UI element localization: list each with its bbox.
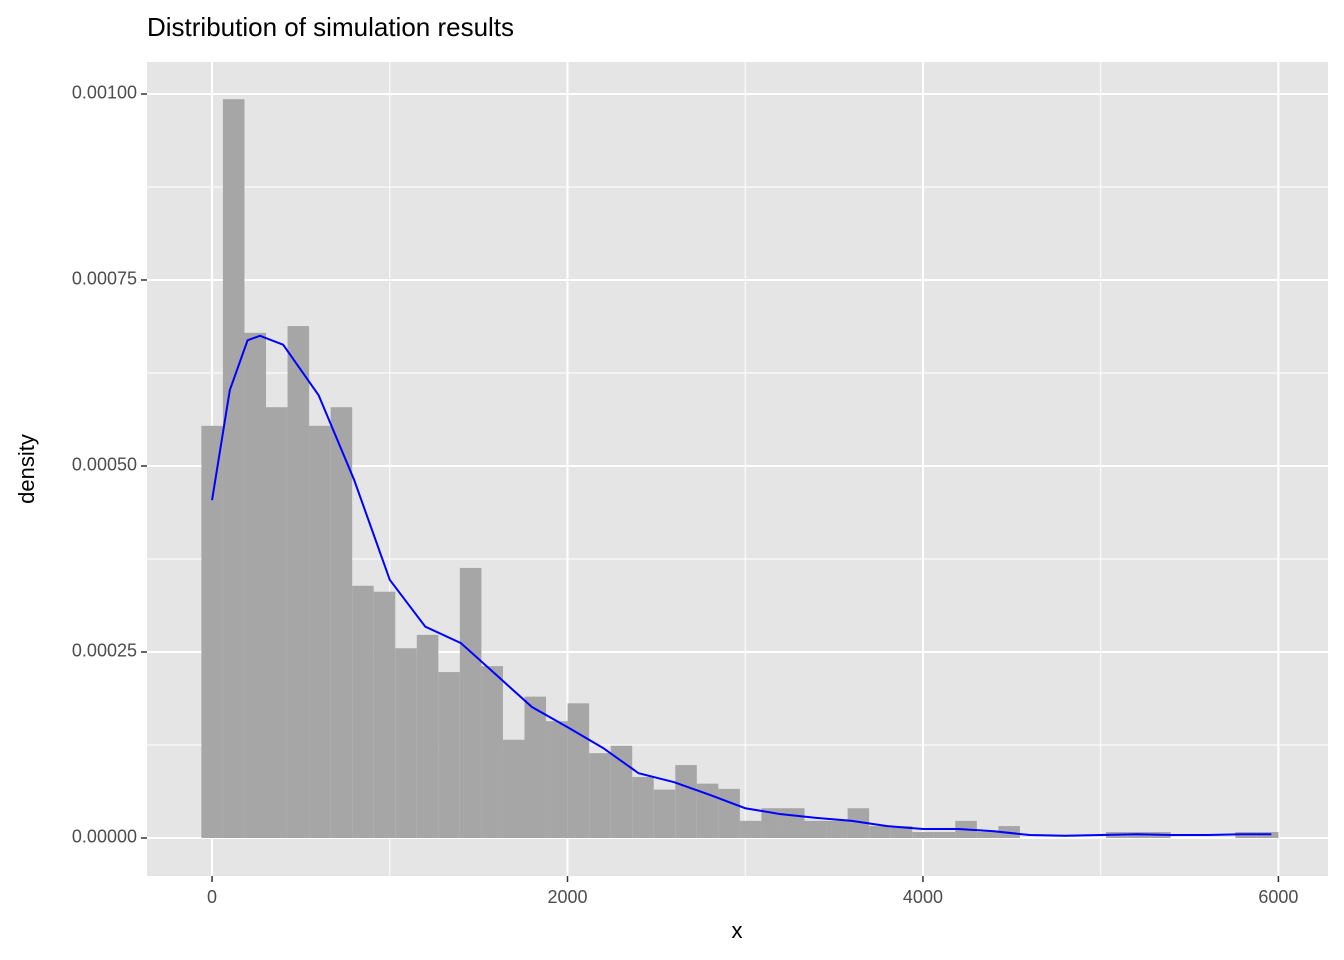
histogram-bar: [976, 832, 999, 838]
histogram-bar: [826, 820, 848, 838]
histogram-bar: [718, 788, 740, 838]
histogram-bar: [287, 326, 310, 838]
histogram-bar: [502, 739, 525, 838]
histogram-bar: [610, 745, 633, 838]
histogram-bar: [438, 672, 460, 838]
x-tick-label: 4000: [903, 887, 943, 907]
histogram-bar: [567, 703, 590, 838]
y-tick-label: 0.00075: [72, 269, 137, 289]
histogram-bar: [632, 776, 654, 838]
histogram-bar: [589, 753, 611, 838]
histogram-bar: [524, 696, 547, 838]
histogram-bar: [847, 808, 870, 838]
histogram-bar: [869, 826, 891, 838]
histogram-bar: [373, 591, 396, 838]
histogram-bar: [739, 820, 762, 838]
histogram-bar: [459, 567, 482, 838]
histogram-bar: [222, 99, 245, 838]
histogram-bar: [330, 407, 353, 838]
histogram-bar: [309, 425, 331, 838]
y-tick-label: 0.00050: [72, 455, 137, 475]
x-axis-title: x: [732, 918, 743, 943]
histogram-bar: [912, 832, 934, 838]
histogram-bar: [481, 666, 503, 838]
chart-title: Distribution of simulation results: [147, 12, 514, 42]
histogram-bar: [933, 832, 956, 838]
x-tick-label: 6000: [1258, 887, 1298, 907]
density-line: [211, 334, 1272, 837]
histogram-bar: [782, 808, 805, 838]
histogram-bar: [696, 783, 719, 838]
histogram-bar: [653, 789, 676, 838]
x-tick-label: 2000: [547, 887, 587, 907]
y-tick-label: 0.00000: [72, 827, 137, 847]
x-tick-label: 0: [207, 887, 217, 907]
y-tick-label: 0.00100: [72, 83, 137, 103]
histogram-bar: [890, 826, 913, 838]
histogram-bar: [416, 634, 439, 838]
histogram-bar: [675, 765, 697, 838]
histogram-bar: [395, 648, 417, 838]
histogram-bar: [546, 721, 568, 838]
histogram-bar: [352, 585, 374, 838]
histogram-bar: [761, 808, 783, 838]
histogram-bar: [804, 820, 827, 838]
histogram-bar: [201, 425, 223, 838]
histogram-bar: [244, 332, 267, 838]
histogram-bar: [266, 407, 288, 838]
y-axis-title: density: [14, 434, 39, 504]
y-tick-label: 0.00025: [72, 641, 137, 661]
